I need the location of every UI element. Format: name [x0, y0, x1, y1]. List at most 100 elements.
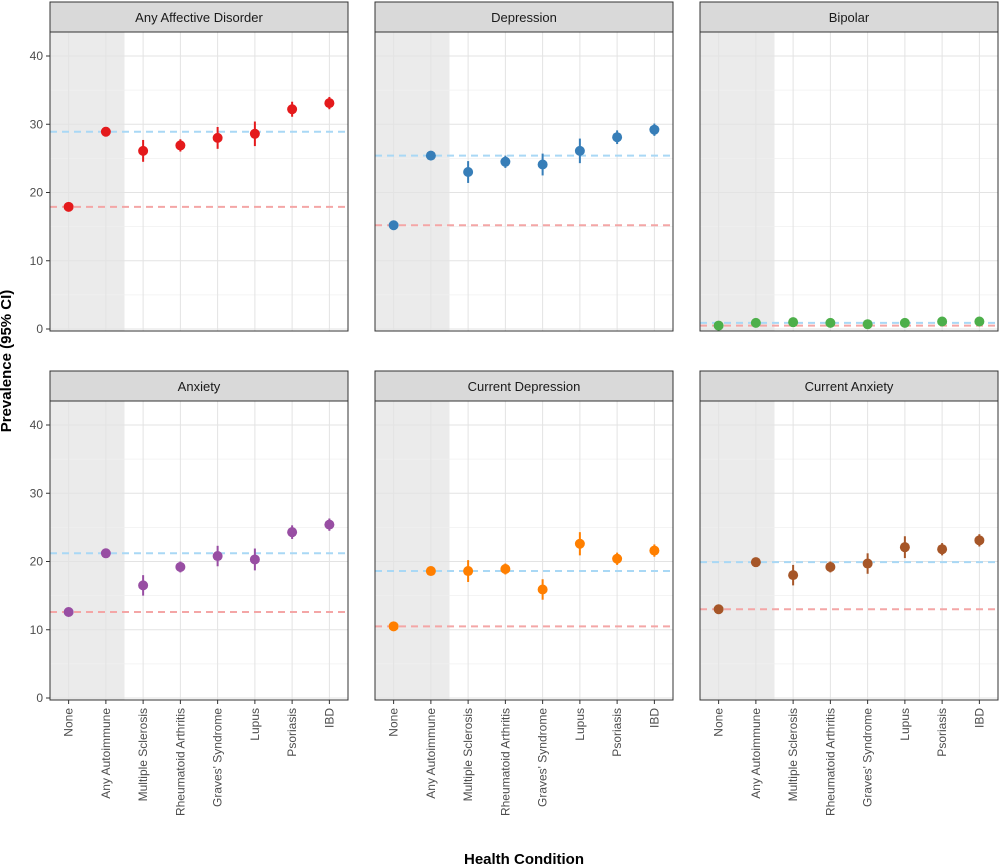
y-tick-label: 10: [30, 623, 44, 637]
data-point-graves-syndrome: [862, 319, 873, 330]
x-tick-label-graves-syndrome: Graves' Syndrome: [536, 708, 550, 807]
x-tick-label-any-autoimmune: Any Autoimmune: [424, 708, 438, 799]
x-tick-label-graves-syndrome: Graves' Syndrome: [861, 708, 875, 807]
data-point-graves-syndrome: [862, 558, 873, 569]
panel-strip: [374, 1, 674, 33]
x-tick-label-psoriasis: Psoriasis: [935, 708, 949, 757]
y-tick-label: 40: [30, 418, 44, 432]
x-tick-label-psoriasis: Psoriasis: [285, 708, 299, 757]
data-point-lupus: [899, 542, 910, 553]
data-point-none: [713, 320, 724, 331]
data-point-graves-syndrome: [212, 132, 223, 143]
x-tick-label-multiple-sclerosis: Multiple Sclerosis: [136, 708, 150, 801]
data-point-any-autoimmune: [750, 317, 761, 328]
reference-region: [700, 32, 775, 331]
y-tick-label: 20: [30, 186, 44, 200]
data-point-lupus: [249, 554, 260, 565]
data-point-psoriasis: [612, 553, 623, 564]
y-tick-label: 0: [36, 322, 43, 336]
x-tick-label-rheumatoid-arthritis: Rheumatoid Arthritis: [823, 708, 837, 816]
panel-current-depression: Current Depression None Any Autoimmune Mult…: [374, 370, 674, 816]
data-point-multiple-sclerosis: [463, 167, 474, 178]
data-point-any-autoimmune: [425, 150, 436, 161]
panel-strip: [374, 370, 674, 402]
data-point-any-autoimmune: [100, 126, 111, 137]
data-point-any-autoimmune: [100, 548, 111, 559]
data-point-none: [63, 607, 74, 618]
data-point-none: [63, 201, 74, 212]
data-point-psoriasis: [287, 104, 298, 115]
panel-title: Any Affective Disorder: [135, 10, 263, 25]
data-point-none: [388, 220, 399, 231]
data-point-graves-syndrome: [212, 551, 223, 562]
y-tick-label: 20: [30, 555, 44, 569]
panel-any-affective-disorder: Any Affective Disorder 0 10 20 30 40: [30, 1, 349, 336]
data-point-psoriasis: [612, 132, 623, 143]
x-tick-label-multiple-sclerosis: Multiple Sclerosis: [786, 708, 800, 801]
panel-title: Depression: [491, 10, 557, 25]
data-point-rheumatoid-arthritis: [175, 140, 186, 151]
x-tick-label-ibd: IBD: [647, 708, 661, 728]
reference-region: [50, 401, 125, 700]
y-tick-label: 40: [30, 49, 44, 63]
panel-strip: [49, 1, 349, 33]
reference-region: [700, 401, 775, 700]
panel-current-anxiety: Current Anxiety None Any Autoimmune Multipl…: [699, 370, 999, 816]
data-point-rheumatoid-arthritis: [175, 561, 186, 572]
data-point-lupus: [574, 538, 585, 549]
x-tick-label-graves-syndrome: Graves' Syndrome: [211, 708, 225, 807]
data-point-none: [388, 621, 399, 632]
panel-bipolar: Bipolar: [699, 1, 999, 332]
data-point-multiple-sclerosis: [463, 566, 474, 577]
reference-region: [375, 32, 450, 331]
data-point-rheumatoid-arthritis: [825, 317, 836, 328]
panel-border: [374, 31, 674, 332]
x-tick-label-any-autoimmune: Any Autoimmune: [749, 708, 763, 799]
y-tick-label: 10: [30, 254, 44, 268]
reference-region: [50, 32, 125, 331]
data-point-graves-syndrome: [537, 584, 548, 595]
reference-region: [375, 401, 450, 700]
panel-border: [699, 400, 999, 701]
x-tick-label-multiple-sclerosis: Multiple Sclerosis: [461, 708, 475, 801]
data-point-multiple-sclerosis: [788, 317, 799, 328]
x-tick-label-ibd: IBD: [972, 708, 986, 728]
x-tick-label-rheumatoid-arthritis: Rheumatoid Arthritis: [173, 708, 187, 816]
data-point-lupus: [249, 128, 260, 139]
data-point-ibd: [324, 519, 335, 530]
y-tick-label: 30: [30, 486, 44, 500]
data-point-lupus: [899, 317, 910, 328]
panel-title: Anxiety: [178, 379, 221, 394]
x-tick-label-lupus: Lupus: [248, 708, 262, 741]
data-point-multiple-sclerosis: [788, 570, 799, 581]
panel-border: [699, 31, 999, 332]
x-tick-label-none: None: [712, 708, 726, 737]
panel-title: Bipolar: [829, 10, 870, 25]
data-point-multiple-sclerosis: [138, 580, 149, 591]
data-point-multiple-sclerosis: [138, 145, 149, 156]
y-tick-label: 0: [36, 691, 43, 705]
data-point-psoriasis: [937, 316, 948, 327]
panel-depression: Depression: [374, 1, 674, 332]
data-point-none: [713, 604, 724, 615]
data-point-psoriasis: [287, 527, 298, 538]
x-tick-label-ibd: IBD: [322, 708, 336, 728]
panel-title: Current Depression: [468, 379, 581, 394]
panel-strip: [699, 1, 999, 33]
data-point-graves-syndrome: [537, 159, 548, 170]
x-tick-label-lupus: Lupus: [898, 708, 912, 741]
data-point-lupus: [574, 145, 585, 156]
x-tick-label-rheumatoid-arthritis: Rheumatoid Arthritis: [498, 708, 512, 816]
x-tick-label-psoriasis: Psoriasis: [610, 708, 624, 757]
x-tick-label-any-autoimmune: Any Autoimmune: [99, 708, 113, 799]
panel-strip: [49, 370, 349, 402]
panel-title: Current Anxiety: [805, 379, 894, 394]
data-point-any-autoimmune: [750, 557, 761, 568]
data-point-ibd: [324, 98, 335, 109]
data-point-rheumatoid-arthritis: [500, 156, 511, 167]
y-axis-title: Prevalence (95% CI): [0, 290, 15, 433]
panel-border: [49, 400, 349, 701]
x-tick-label-lupus: Lupus: [573, 708, 587, 741]
data-point-rheumatoid-arthritis: [500, 564, 511, 575]
